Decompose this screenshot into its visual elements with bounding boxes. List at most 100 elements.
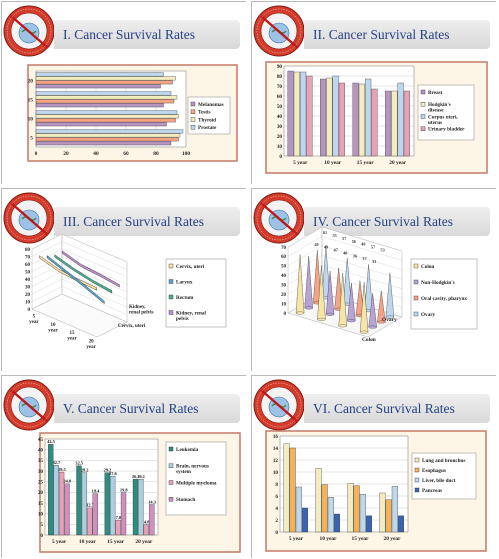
bar — [295, 486, 302, 533]
bar — [110, 475, 116, 536]
slide-2: II. Cancer Survival Rates 0 10 20 30 40 50 60 7… — [251, 1, 497, 185]
chart-3: 010203040506070805year10year15year20year… — [25, 233, 227, 350]
bar — [120, 492, 127, 536]
series-line — [39, 255, 97, 291]
awareness-logo — [253, 192, 305, 244]
legend-entry: Kidney, renal pelvis — [176, 310, 206, 322]
bar — [35, 129, 184, 134]
x-tick-label: 5 year — [293, 160, 308, 166]
depth-axis-label: renal pelvis — [129, 311, 154, 316]
depth-axis-label: Colon — [362, 337, 376, 343]
legend-entry: Cervix, uteri — [176, 264, 205, 270]
y-tick-label: 16 — [273, 434, 279, 440]
bar — [35, 122, 167, 127]
y-tick-label: 0 — [40, 533, 43, 539]
x-tick-label: year — [67, 337, 77, 342]
bar — [385, 90, 392, 157]
bar — [397, 82, 404, 157]
legend-swatch — [420, 126, 426, 131]
data-label: 57 — [371, 245, 375, 250]
bar — [365, 78, 372, 157]
y-tick-label: 30 — [25, 285, 31, 290]
data-label: 24.0 — [63, 479, 71, 484]
data-label: 55 — [333, 233, 337, 238]
bar — [35, 137, 179, 142]
legend-swatch — [414, 477, 420, 483]
awareness-logo — [3, 192, 55, 244]
bar — [143, 524, 149, 536]
data-label: 56 — [352, 239, 356, 244]
legend-entry: Oral cavity, pharynx — [421, 296, 467, 302]
legend-swatch — [168, 279, 174, 284]
depth-axis-label: Kidney, — [129, 305, 146, 310]
legend-swatch — [168, 263, 174, 269]
legend-entry: Larynx — [176, 279, 193, 285]
data-label: 29.2 — [104, 468, 112, 473]
slide-5: V. Cancer Survival Rates 0 5 10 15 20 25 30 35 4… — [1, 375, 247, 559]
bar — [35, 118, 176, 123]
legend-swatch — [413, 311, 419, 317]
legend-entry: Brain, nervous system — [176, 464, 209, 476]
y-tick-label: 40 — [281, 274, 287, 279]
bar — [365, 515, 372, 533]
bar — [391, 486, 398, 533]
bar — [53, 465, 59, 536]
cone-base — [359, 330, 369, 334]
y-tick-label: 35 — [38, 458, 44, 464]
legend-entry: Melanomas — [198, 102, 224, 108]
data-label: 26.2 — [132, 474, 140, 479]
legend-entry: Liver, bile duct — [422, 478, 456, 484]
y-tick-label: 14 — [273, 446, 279, 452]
x-tick-label: 15 — [70, 331, 76, 336]
data-label: 33 — [372, 259, 376, 264]
legend-frame — [417, 84, 475, 141]
bar — [289, 447, 296, 533]
logo-lettering — [256, 8, 302, 54]
gridline — [287, 236, 403, 261]
bar — [301, 507, 308, 533]
legend-swatch — [414, 487, 420, 493]
legend-swatch — [420, 102, 426, 107]
bar — [287, 70, 294, 157]
bar — [149, 504, 155, 536]
x-tick-label: 100 — [182, 151, 190, 157]
awareness-logo — [253, 379, 305, 431]
cone-base — [295, 311, 305, 315]
data-label: 40 — [343, 250, 347, 255]
depth-axis-label: Cervix, uteri — [118, 324, 146, 329]
bar — [87, 507, 93, 536]
legend-entry: Leukemia — [176, 447, 199, 453]
bar — [359, 494, 366, 533]
bar — [403, 90, 410, 157]
legend-entry: Rectum — [176, 295, 194, 301]
chart-2: 0 10 20 30 40 50 60 70 80 90 5 year 10 year 15 year 2… — [265, 61, 488, 174]
legend-frame — [165, 258, 227, 328]
y-tick-label: 15 — [28, 98, 34, 104]
y-tick-label: 10 — [28, 117, 34, 123]
legend-frame — [410, 258, 478, 330]
legend-entry: Prostate — [198, 125, 217, 131]
y-tick-label: 50 — [25, 270, 31, 275]
legend-swatch — [168, 480, 174, 485]
legend-swatch — [168, 310, 174, 315]
bar — [358, 83, 365, 157]
bar — [300, 71, 307, 157]
legend-swatch — [190, 101, 196, 107]
y-tick-label: 10 — [281, 302, 287, 307]
x-tick-label: 10 year — [324, 160, 342, 166]
depth-axis-label: Ovary — [382, 317, 397, 323]
awareness-logo — [253, 5, 305, 57]
data-label: 19.4 — [92, 488, 100, 493]
y-tick-label: 0 — [28, 308, 31, 313]
x-tick-label: 40 — [93, 151, 99, 157]
data-label: 46 — [361, 242, 365, 247]
logo-slash — [10, 202, 49, 236]
y-tick-label: 30 — [281, 284, 287, 289]
bar — [35, 133, 181, 138]
cone-base — [304, 306, 313, 310]
cone-base — [385, 315, 395, 319]
y-tick-label: 40 — [38, 447, 44, 453]
gridline — [31, 256, 128, 285]
y-tick-label: 10 — [273, 470, 279, 476]
y-tick-label: 20 — [277, 134, 283, 140]
